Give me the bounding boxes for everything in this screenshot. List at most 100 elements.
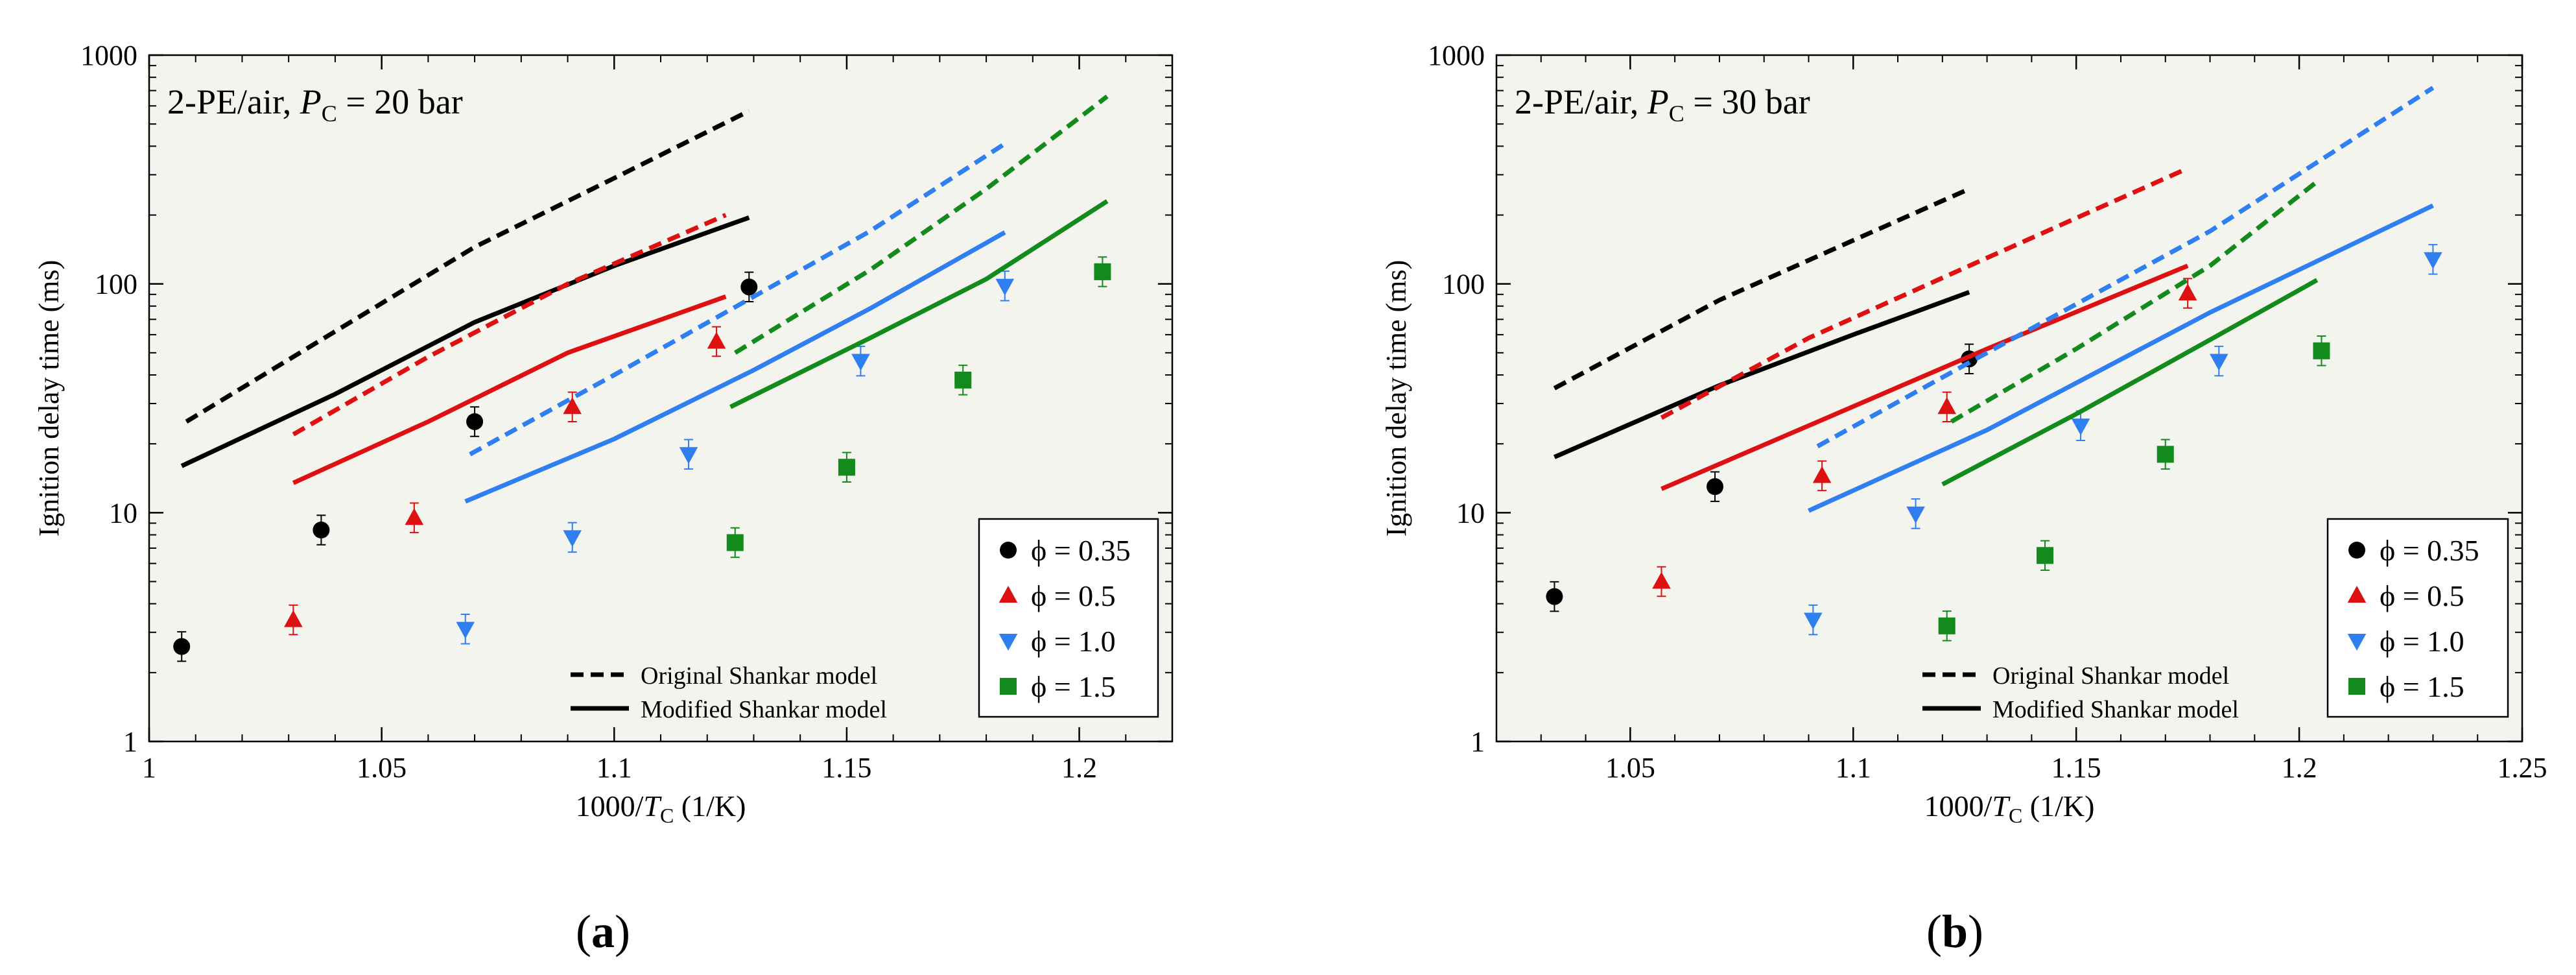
original-model-line	[733, 94, 1109, 355]
legend-label: ϕ = 1.0	[1031, 625, 1116, 658]
legend-marker	[1000, 678, 1017, 695]
data-point	[1804, 612, 1823, 630]
x-tick-label: 1.1	[1836, 752, 1871, 784]
y-tick-label: 1	[123, 726, 137, 758]
y-axis-label: Ignition delay time (ms)	[33, 260, 65, 536]
data-point	[405, 508, 424, 525]
condition-annotation: 2-PE/air, PC = 20 bar	[167, 82, 463, 126]
panel-label: (a)	[576, 906, 630, 957]
y-tick-label: 1000	[1428, 40, 1485, 71]
legend-marker	[998, 633, 1018, 651]
modified-model-line	[729, 199, 1109, 409]
data-point	[2071, 418, 2090, 436]
legend-label: ϕ = 1.5	[2380, 670, 2464, 703]
series-ϕ = 1.0	[456, 141, 1015, 645]
modified-model-line	[1660, 263, 2189, 491]
data-point	[466, 413, 484, 430]
legend-label: ϕ = 0.35	[2380, 534, 2479, 567]
chart-panel-a: 1 1.05 1.1 1.15 1.2 1 10 100 1000 Ignition delay …	[33, 40, 1174, 957]
data-point	[2424, 252, 2442, 269]
legend-marker	[2348, 542, 2365, 559]
y-axis-label: Ignition delay time (ms)	[1380, 260, 1412, 536]
original-model-line	[469, 141, 1006, 457]
series-ϕ = 0.5	[1652, 166, 2197, 597]
series-ϕ = 0.5	[284, 213, 727, 636]
legend-models: Original Shankar model Modified Shankar m…	[571, 662, 887, 723]
legend-model-label: Original Shankar model	[641, 662, 877, 690]
data-point	[1707, 478, 1724, 496]
data-point	[2178, 283, 2197, 301]
legend-marker	[2347, 586, 2367, 603]
data-point	[2037, 547, 2054, 564]
data-point	[1906, 506, 1925, 524]
modified-model-line	[292, 294, 727, 485]
y-tick-label: 100	[1442, 269, 1485, 300]
x-tick-label: 1.15	[2051, 752, 2101, 784]
data-point	[313, 522, 330, 539]
data-point	[954, 371, 972, 389]
data-point	[1652, 572, 1671, 589]
data-point	[2209, 354, 2228, 371]
legend-label: ϕ = 0.5	[1031, 579, 1116, 612]
data-point	[679, 447, 698, 464]
legend-model-label: Modified Shankar model	[1992, 696, 2239, 723]
original-model-line	[185, 108, 750, 424]
legend-models: Original Shankar model Modified Shankar m…	[1922, 662, 2239, 723]
x-axis-label: 1000/TC (1/K)	[576, 789, 746, 827]
legend-label: ϕ = 0.35	[1031, 534, 1131, 567]
modified-model-line	[1554, 290, 1970, 459]
x-tick-label: 1.2	[2282, 752, 2317, 784]
data-point	[740, 278, 758, 296]
legend-model-label: Original Shankar model	[1992, 662, 2229, 690]
x-tick-label: 1.1	[597, 752, 632, 784]
y-tick-label: 1	[1471, 726, 1485, 758]
data-point	[1937, 397, 1957, 415]
data-point	[707, 331, 726, 349]
y-tick-label: 100	[95, 269, 137, 300]
x-tick-label: 1.05	[1605, 752, 1655, 784]
x-tick-label: 1.05	[357, 752, 407, 784]
data-point	[1094, 263, 1111, 280]
legend-marker	[998, 586, 1018, 603]
legend-label: ϕ = 1.5	[1031, 670, 1116, 703]
series-ϕ = 0.35	[1546, 187, 1978, 612]
data-point	[563, 397, 582, 415]
data-point	[1812, 466, 1832, 483]
data-point	[563, 530, 582, 548]
data-point	[284, 610, 303, 627]
series-ϕ = 1.0	[1804, 86, 2442, 636]
legend-marker	[2348, 678, 2365, 695]
legend-model-label: Modified Shankar model	[641, 696, 887, 723]
data-point	[995, 278, 1015, 296]
x-tick-label: 1.25	[2498, 752, 2547, 784]
modified-model-line	[1808, 203, 2434, 513]
data-point	[851, 354, 870, 371]
data-point	[2157, 446, 2174, 463]
modified-model-line	[180, 215, 750, 468]
legend-marker	[1000, 542, 1017, 559]
legend-phi: ϕ = 0.35 ϕ = 0.5 ϕ = 1.0 ϕ = 1.5	[2326, 518, 2509, 718]
modified-model-line	[1941, 278, 2319, 487]
legend-label: ϕ = 0.5	[2380, 579, 2464, 612]
data-point	[838, 459, 855, 476]
series-ϕ = 1.5	[1938, 180, 2330, 642]
x-axis-label: 1000/TC (1/K)	[1924, 789, 2095, 827]
data-point	[173, 638, 191, 655]
series-ϕ = 0.35	[173, 108, 758, 662]
legend-phi: ϕ = 0.35 ϕ = 0.5 ϕ = 1.0 ϕ = 1.5	[978, 518, 1159, 718]
data-point	[726, 534, 744, 551]
y-tick-label: 10	[109, 497, 137, 529]
data-point	[2313, 342, 2330, 359]
data-point	[456, 621, 475, 639]
data-point	[1546, 588, 1563, 605]
legend-marker	[2347, 633, 2367, 651]
modified-model-line	[464, 230, 1006, 504]
chart-panel-b: 1.05 1.1 1.15 1.2 1.25 1 10 100 1000 Ignition del…	[1380, 40, 2547, 957]
panel-label: (b)	[1926, 906, 1983, 957]
original-model-line	[1660, 166, 2189, 420]
y-tick-label: 10	[1456, 497, 1485, 529]
x-tick-label: 1.2	[1061, 752, 1097, 784]
x-tick-label: 1.15	[821, 752, 871, 784]
data-point	[1938, 617, 1956, 634]
